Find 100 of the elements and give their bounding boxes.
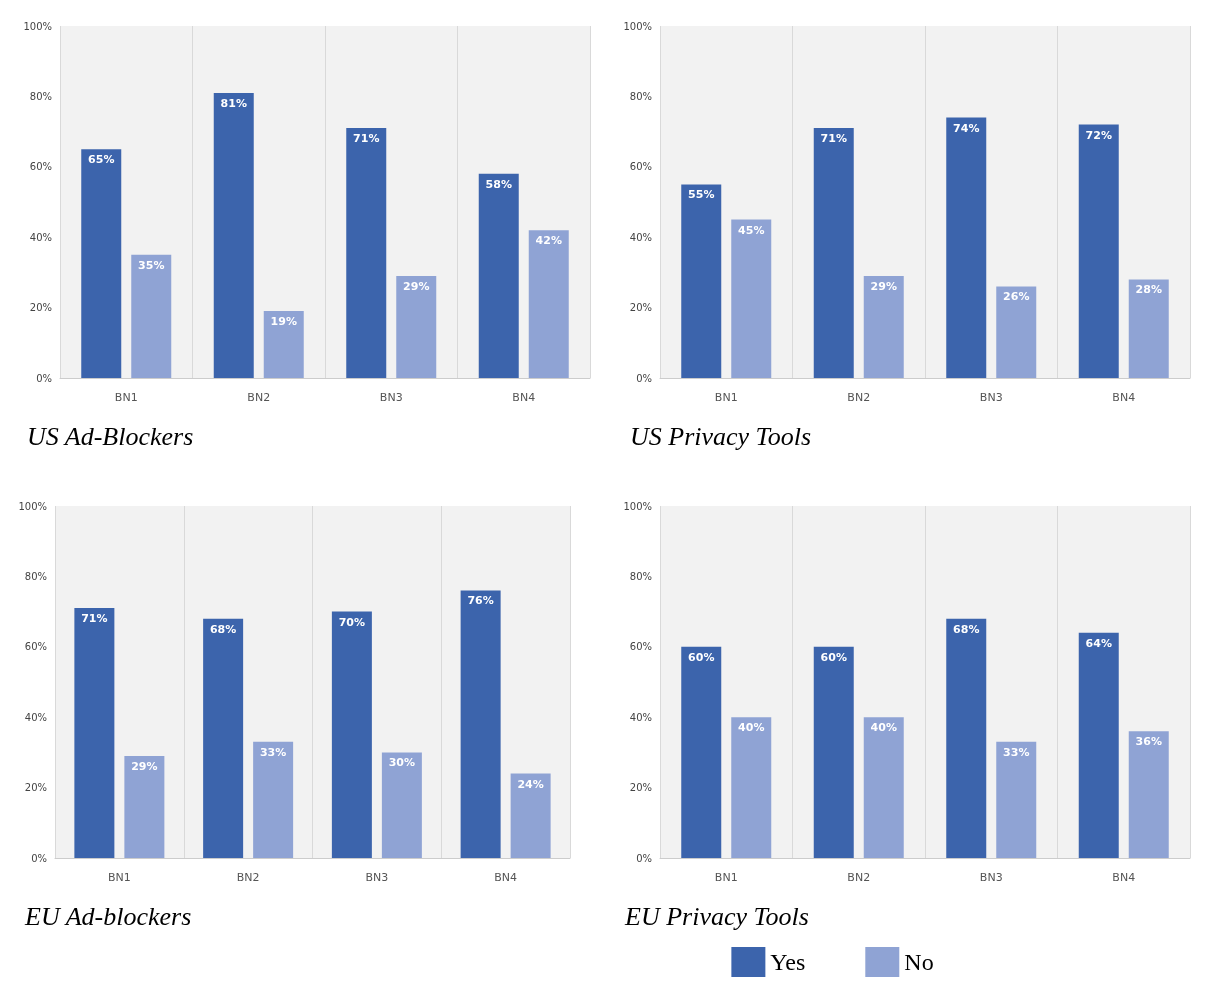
data-label: 71% bbox=[353, 132, 380, 146]
text: US Privacy Tools bbox=[630, 421, 812, 451]
bar bbox=[131, 254, 172, 378]
data-label: 81% bbox=[220, 96, 247, 110]
data-label: 58% bbox=[485, 177, 512, 191]
y-tick-label: 100% bbox=[623, 500, 652, 512]
bar bbox=[731, 219, 772, 378]
data-label: 19% bbox=[270, 315, 297, 329]
x-tick-label: BN2 bbox=[847, 871, 871, 884]
data-label: 29% bbox=[870, 279, 897, 293]
bar bbox=[510, 773, 551, 858]
bar bbox=[331, 611, 372, 858]
x-tick-label: BN1 bbox=[714, 391, 738, 404]
x-tick-label: BN2 bbox=[247, 391, 271, 404]
text: US Ad-Blockers bbox=[27, 421, 194, 451]
data-label: 40% bbox=[738, 721, 765, 735]
data-label: 64% bbox=[1085, 636, 1112, 650]
y-tick-label: 100% bbox=[23, 20, 52, 32]
legend-label: Yes bbox=[770, 949, 806, 975]
bar bbox=[996, 741, 1037, 858]
x-tick-label: BN1 bbox=[107, 871, 131, 884]
text: EU Ad-blockers bbox=[24, 901, 192, 931]
x-tick-label: BN3 bbox=[365, 871, 389, 884]
bar bbox=[813, 646, 854, 858]
y-tick-label: 100% bbox=[18, 500, 47, 512]
y-tick-label: 40% bbox=[29, 231, 52, 243]
data-label: 68% bbox=[209, 622, 237, 636]
y-tick-label: 100% bbox=[623, 20, 652, 32]
data-label: 76% bbox=[467, 594, 494, 608]
bar bbox=[681, 184, 722, 378]
data-label: 60% bbox=[820, 650, 847, 664]
x-tick-label: BN2 bbox=[236, 871, 260, 884]
x-tick-label: BN4 bbox=[494, 871, 518, 884]
bar bbox=[381, 752, 422, 858]
data-label: 26% bbox=[1003, 290, 1030, 304]
y-tick-label: 60% bbox=[629, 641, 652, 653]
y-tick-label: 80% bbox=[629, 90, 652, 102]
y-tick-label: 0% bbox=[636, 852, 652, 864]
data-label: 33% bbox=[259, 745, 287, 759]
bar bbox=[81, 149, 122, 378]
data-label: 24% bbox=[517, 777, 544, 791]
data-label: 68% bbox=[953, 622, 980, 636]
bar bbox=[74, 608, 115, 858]
text: EU Privacy Tools bbox=[624, 901, 809, 931]
y-tick-label: 20% bbox=[629, 782, 652, 794]
x-tick-label: BN3 bbox=[379, 391, 403, 404]
bar bbox=[263, 311, 304, 378]
bar bbox=[124, 755, 165, 858]
y-tick-label: 60% bbox=[29, 161, 52, 173]
bar bbox=[863, 717, 904, 858]
bar bbox=[346, 128, 387, 378]
data-label: 60% bbox=[688, 650, 715, 664]
data-label: 71% bbox=[820, 132, 847, 146]
data-label: 36% bbox=[1135, 735, 1162, 749]
bar bbox=[213, 92, 254, 378]
data-label: 35% bbox=[138, 258, 165, 272]
data-label: 71% bbox=[81, 612, 108, 626]
data-label: 28% bbox=[1135, 283, 1162, 297]
data-label: 65% bbox=[88, 153, 115, 167]
data-label: 29% bbox=[131, 759, 158, 773]
bar bbox=[1128, 731, 1169, 858]
bar bbox=[478, 173, 519, 378]
bar bbox=[460, 590, 501, 858]
data-label: 42% bbox=[535, 234, 562, 248]
data-label: 45% bbox=[738, 223, 765, 237]
bar bbox=[1128, 279, 1169, 378]
y-tick-label: 40% bbox=[24, 711, 47, 723]
bar bbox=[528, 230, 569, 378]
data-label: 55% bbox=[688, 188, 715, 202]
data-label: 33% bbox=[1003, 745, 1030, 759]
bar bbox=[996, 286, 1037, 378]
bar bbox=[946, 117, 987, 378]
bar bbox=[1078, 124, 1119, 378]
data-label: 30% bbox=[388, 756, 416, 770]
y-tick-label: 0% bbox=[36, 372, 52, 384]
y-tick-label: 0% bbox=[636, 372, 652, 384]
bar bbox=[203, 618, 244, 858]
y-tick-label: 20% bbox=[24, 782, 47, 794]
data-label: 70% bbox=[338, 615, 366, 629]
x-tick-label: BN1 bbox=[114, 391, 138, 404]
y-tick-label: 40% bbox=[629, 711, 652, 723]
y-tick-label: 80% bbox=[629, 570, 652, 582]
y-tick-label: 40% bbox=[629, 231, 652, 243]
bar bbox=[253, 741, 294, 858]
x-tick-label: BN1 bbox=[714, 871, 738, 884]
x-tick-label: BN4 bbox=[1112, 391, 1136, 404]
y-tick-label: 20% bbox=[629, 302, 652, 314]
x-tick-label: BN4 bbox=[512, 391, 536, 404]
y-tick-label: 80% bbox=[24, 570, 47, 582]
data-label: 29% bbox=[403, 279, 430, 293]
data-label: 72% bbox=[1085, 128, 1112, 142]
bar bbox=[731, 717, 772, 858]
bar bbox=[946, 618, 987, 858]
x-tick-label: BN4 bbox=[1112, 871, 1136, 884]
x-tick-label: BN3 bbox=[979, 871, 1003, 884]
y-tick-label: 0% bbox=[31, 852, 47, 864]
y-tick-label: 60% bbox=[629, 161, 652, 173]
legend-label: No bbox=[904, 949, 934, 975]
bar bbox=[681, 646, 722, 858]
y-tick-label: 80% bbox=[29, 90, 52, 102]
